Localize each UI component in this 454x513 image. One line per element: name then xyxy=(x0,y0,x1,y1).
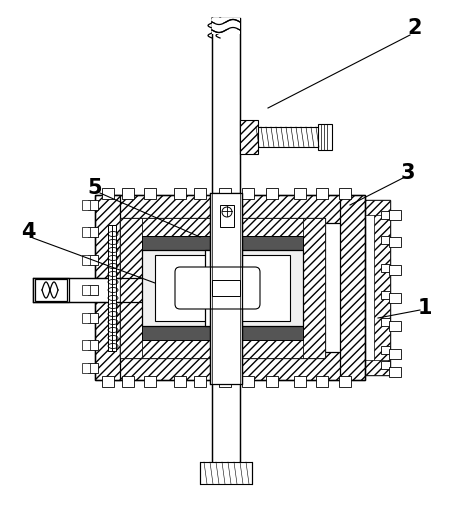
Bar xyxy=(389,349,401,359)
Bar xyxy=(115,195,345,223)
Bar xyxy=(33,278,148,302)
Text: 4: 4 xyxy=(21,222,35,242)
Bar xyxy=(115,352,345,380)
Bar xyxy=(88,285,98,295)
Bar xyxy=(389,237,401,247)
Bar xyxy=(212,18,240,193)
Text: 3: 3 xyxy=(401,163,415,183)
Bar xyxy=(88,363,98,373)
Bar xyxy=(102,188,114,199)
Bar xyxy=(88,313,98,323)
Bar xyxy=(389,293,401,303)
Bar xyxy=(95,195,365,380)
Bar xyxy=(108,225,114,351)
Bar xyxy=(302,200,318,375)
Bar xyxy=(302,360,390,375)
Bar xyxy=(33,278,69,302)
Bar xyxy=(381,361,390,369)
Circle shape xyxy=(222,207,232,217)
Bar xyxy=(266,376,278,387)
Bar xyxy=(212,380,240,475)
Bar xyxy=(142,326,303,340)
Bar xyxy=(194,376,206,387)
Bar xyxy=(381,211,390,219)
Bar xyxy=(82,313,90,323)
Bar xyxy=(212,18,240,34)
Text: 5: 5 xyxy=(88,178,102,198)
Bar xyxy=(212,280,240,296)
Bar xyxy=(242,188,254,199)
Bar xyxy=(318,124,332,150)
Bar xyxy=(82,227,90,237)
Bar xyxy=(302,200,390,375)
Bar xyxy=(122,376,134,387)
Bar xyxy=(316,376,328,387)
Bar xyxy=(240,120,258,154)
Bar xyxy=(33,278,68,302)
Bar xyxy=(266,188,278,199)
Bar xyxy=(389,265,401,275)
Bar xyxy=(339,376,351,387)
Bar xyxy=(88,200,98,210)
Bar xyxy=(88,227,98,237)
FancyBboxPatch shape xyxy=(175,267,260,309)
Bar xyxy=(88,255,98,265)
Bar xyxy=(381,318,390,326)
Bar xyxy=(120,218,142,358)
Bar xyxy=(389,367,401,377)
Bar xyxy=(144,376,156,387)
Bar xyxy=(174,188,186,199)
Bar xyxy=(294,188,306,199)
Bar xyxy=(302,200,390,215)
Bar xyxy=(219,188,231,199)
Bar xyxy=(389,210,401,220)
Bar xyxy=(95,195,120,380)
Bar xyxy=(144,188,156,199)
Bar xyxy=(374,200,390,375)
Bar xyxy=(316,188,328,199)
Bar xyxy=(219,376,231,387)
Bar xyxy=(381,346,390,354)
Bar xyxy=(142,250,303,326)
Bar xyxy=(200,462,252,484)
Bar xyxy=(82,200,90,210)
Text: 2: 2 xyxy=(408,18,422,38)
Bar xyxy=(82,285,90,295)
Bar xyxy=(122,188,134,199)
Bar xyxy=(35,279,67,301)
Bar xyxy=(142,218,303,236)
Bar xyxy=(294,376,306,387)
Bar xyxy=(381,291,390,299)
Bar xyxy=(82,363,90,373)
Bar xyxy=(155,255,290,321)
Bar xyxy=(210,193,242,384)
Bar xyxy=(112,225,116,351)
Bar xyxy=(174,376,186,387)
Bar xyxy=(82,340,90,350)
Bar xyxy=(142,236,303,250)
Bar xyxy=(88,340,98,350)
Bar xyxy=(102,376,114,387)
Bar xyxy=(194,188,206,199)
Bar xyxy=(389,321,401,331)
Bar xyxy=(242,376,254,387)
Bar xyxy=(120,218,325,358)
Bar xyxy=(82,255,90,265)
Text: 1: 1 xyxy=(418,298,432,318)
Bar xyxy=(205,250,240,326)
Bar xyxy=(142,340,303,358)
Bar xyxy=(212,23,240,29)
Bar xyxy=(303,218,325,358)
Bar xyxy=(340,195,365,380)
Bar xyxy=(339,188,351,199)
Bar xyxy=(381,264,390,272)
Bar xyxy=(381,236,390,244)
Bar xyxy=(220,205,234,227)
Bar xyxy=(253,127,321,147)
